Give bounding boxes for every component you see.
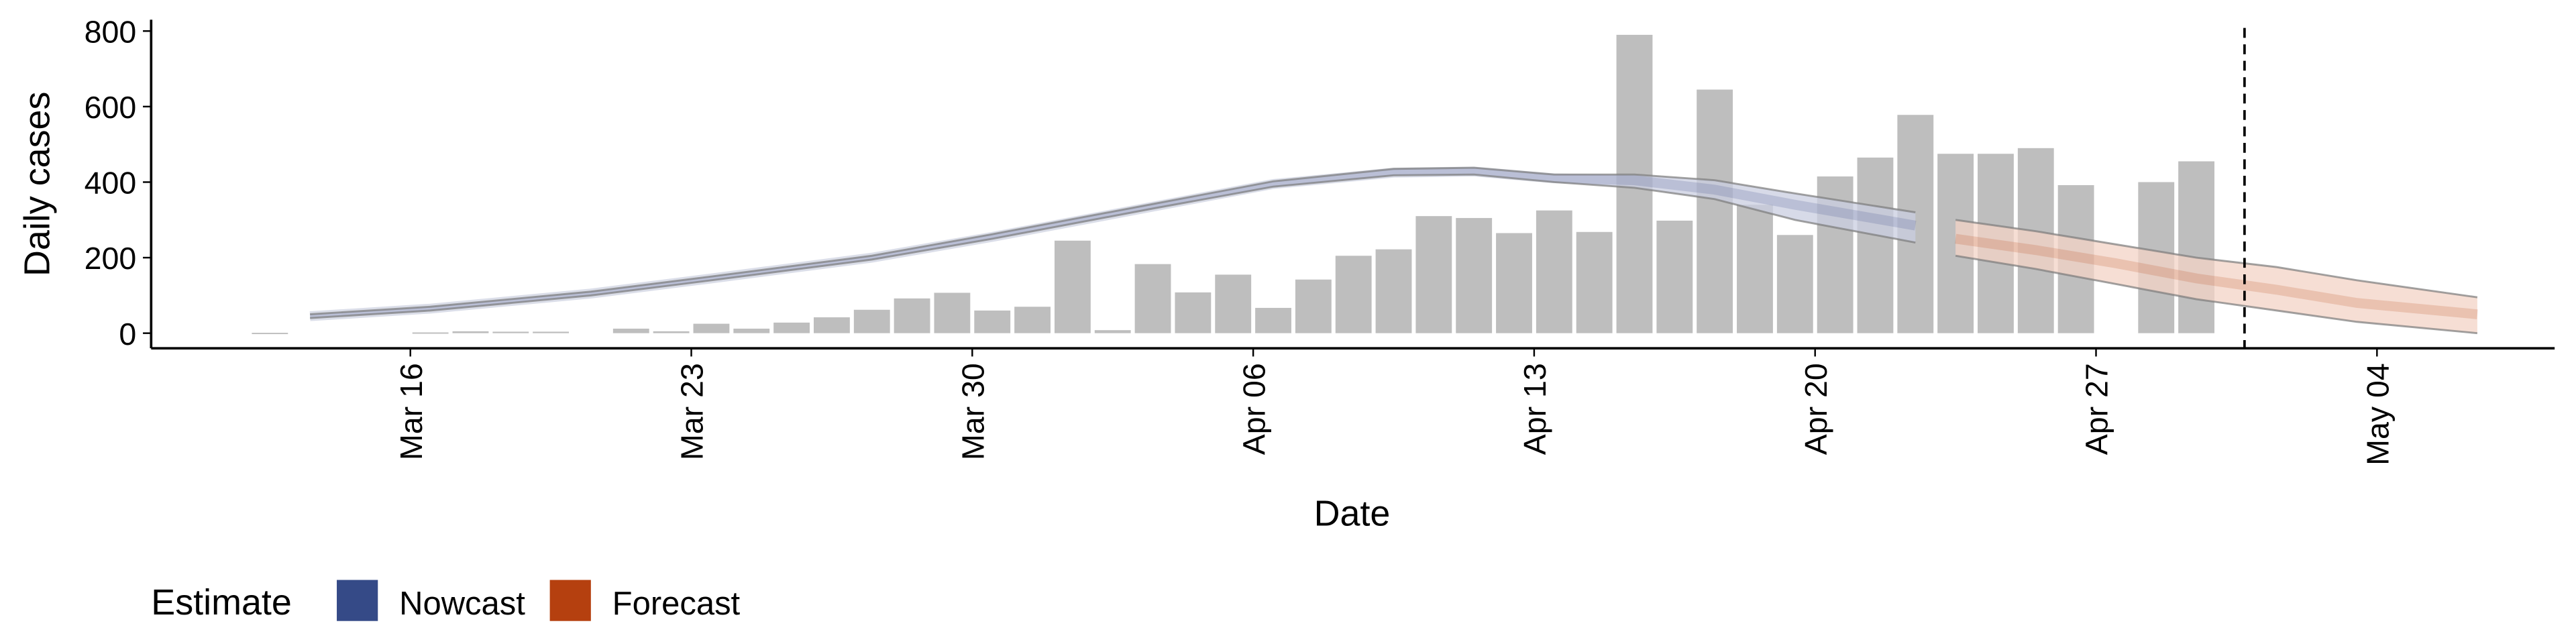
bar	[492, 331, 529, 333]
bar	[2178, 161, 2215, 333]
y-tick-label: 800	[85, 14, 137, 49]
y-tick-label: 200	[85, 241, 137, 276]
bar	[1576, 231, 1613, 333]
x-tick-label: Apr 27	[2080, 363, 2114, 455]
bar	[1375, 249, 1412, 333]
x-tick-label: May 04	[2360, 363, 2395, 466]
bar	[1134, 264, 1171, 333]
bar	[1054, 240, 1091, 333]
bar	[894, 298, 930, 333]
ribbon-edge	[1955, 219, 2478, 299]
legend-label: Nowcast	[399, 586, 525, 622]
bar	[1175, 292, 1212, 333]
y-tick-label: 0	[119, 317, 136, 352]
bar	[252, 333, 288, 335]
bar	[1697, 89, 1733, 333]
bar	[412, 332, 449, 334]
x-tick-label: Mar 23	[675, 363, 710, 460]
legend-title: Estimate	[151, 582, 292, 623]
bar	[653, 331, 690, 333]
bar	[853, 309, 890, 333]
y-axis-label: Daily cases	[17, 92, 57, 276]
bar	[813, 317, 850, 333]
bar	[1536, 210, 1572, 333]
ribbon-edge	[310, 166, 1916, 315]
bar	[1094, 330, 1131, 333]
x-tick-label: Apr 13	[1517, 363, 1552, 455]
x-tick-label: Apr 20	[1799, 363, 1833, 455]
bar	[1737, 205, 1773, 333]
legend-label: Forecast	[612, 586, 741, 622]
x-tick-label: Mar 16	[394, 363, 429, 460]
bar	[452, 331, 489, 333]
bar	[934, 292, 971, 333]
bar	[1857, 157, 1894, 333]
bar	[1415, 216, 1452, 333]
bar	[974, 310, 1011, 333]
bar	[1335, 256, 1372, 333]
ribbon-edge	[1955, 254, 2478, 335]
bar	[693, 323, 730, 333]
bar	[1295, 279, 1332, 333]
bar	[733, 328, 770, 333]
median-band	[309, 166, 1917, 321]
y-tick-label: 600	[85, 90, 137, 125]
bar	[773, 322, 810, 333]
bar	[533, 331, 570, 333]
x-tick-label: Apr 06	[1236, 363, 1271, 455]
bar	[1456, 217, 1493, 333]
bar	[612, 328, 649, 333]
median-band	[1955, 233, 2478, 319]
bar	[1255, 307, 1291, 333]
bar	[1776, 235, 1813, 333]
ribbon-edge	[310, 173, 1916, 319]
x-tick-label: Mar 30	[955, 363, 990, 460]
x-axis-label: Date	[1314, 494, 1391, 534]
bar	[1215, 274, 1252, 333]
y-tick-label: 400	[85, 166, 137, 201]
legend-swatch	[549, 580, 591, 621]
bar	[1496, 233, 1532, 333]
legend-swatch	[337, 580, 378, 621]
bar	[1656, 220, 1693, 333]
bar	[1014, 307, 1051, 333]
ribbon	[1955, 219, 2477, 333]
